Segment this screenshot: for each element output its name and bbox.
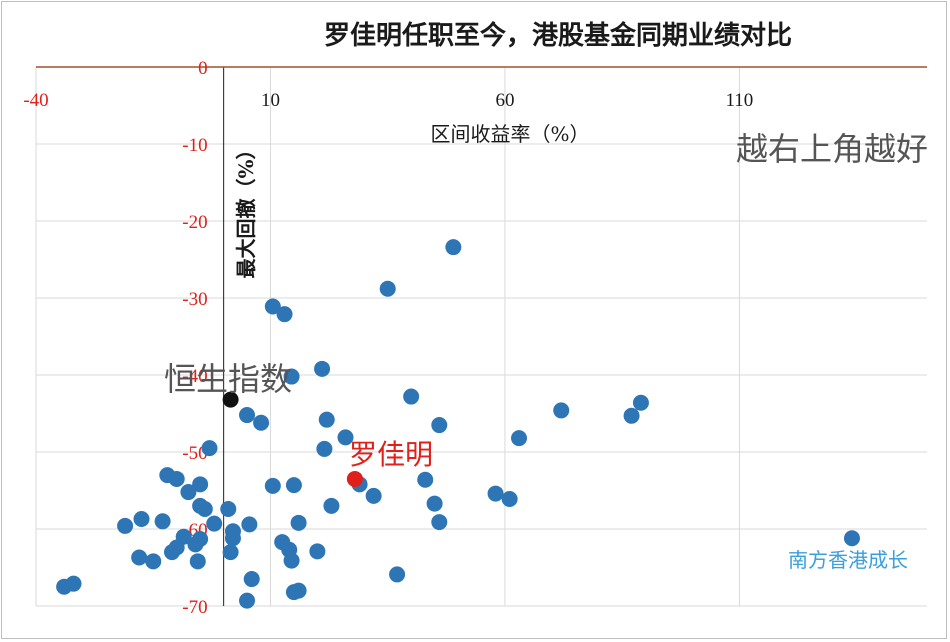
fund-point bbox=[264, 298, 281, 315]
fund-point bbox=[239, 592, 256, 609]
fund-point bbox=[314, 360, 331, 377]
chart-title: 罗佳明任职至今，港股基金同期业绩对比 bbox=[324, 20, 792, 51]
fund-point bbox=[379, 280, 396, 297]
fund-point bbox=[243, 571, 260, 588]
fund-point bbox=[323, 497, 340, 514]
data-points bbox=[56, 239, 860, 609]
y-tick-label: -70 bbox=[182, 597, 207, 618]
axes bbox=[36, 66, 927, 606]
fund-point bbox=[285, 477, 302, 494]
x-tick-label: 110 bbox=[726, 90, 754, 111]
fund-point bbox=[309, 543, 326, 560]
index-label: 恒生指数 bbox=[164, 360, 292, 398]
top-right-annotation: 越右上角越好 bbox=[736, 130, 928, 168]
y-tick-label: -30 bbox=[182, 289, 207, 310]
fund-point bbox=[632, 394, 649, 411]
fund-point bbox=[389, 566, 406, 583]
fund-point bbox=[501, 490, 518, 507]
fund-point bbox=[201, 440, 218, 457]
fund-point bbox=[253, 414, 270, 431]
fund-point bbox=[417, 471, 434, 488]
fund-point bbox=[187, 536, 204, 553]
fund-point bbox=[145, 553, 162, 570]
fund-point bbox=[239, 407, 256, 424]
fund-point bbox=[131, 549, 148, 566]
fund-point bbox=[487, 485, 504, 502]
fund-point bbox=[241, 516, 258, 533]
fund-point bbox=[553, 402, 570, 419]
fund-point bbox=[163, 544, 180, 561]
y-axis-label: 最大回撤（%） bbox=[234, 139, 258, 278]
x-tick-label: 10 bbox=[261, 90, 280, 111]
y-tick-label: -10 bbox=[182, 135, 207, 156]
fund-point bbox=[337, 429, 354, 446]
fund-point bbox=[192, 476, 209, 493]
manager-point bbox=[346, 470, 363, 487]
fund-point bbox=[316, 440, 333, 457]
fund-point bbox=[224, 530, 241, 547]
fund-point bbox=[283, 368, 300, 385]
fund-point bbox=[623, 407, 640, 424]
fund-point bbox=[426, 495, 443, 512]
outlier-point bbox=[843, 530, 860, 547]
y-tick-label: -50 bbox=[182, 443, 207, 464]
fund-point bbox=[290, 582, 307, 599]
fund-point bbox=[365, 487, 382, 504]
fund-point bbox=[117, 517, 134, 534]
fund-point bbox=[133, 510, 150, 527]
y-tick-label: -40 bbox=[182, 366, 207, 387]
fund-point bbox=[290, 514, 307, 531]
fund-point bbox=[65, 575, 82, 592]
fund-point bbox=[276, 306, 293, 323]
manager-label: 罗佳明 bbox=[349, 438, 433, 471]
fund-point bbox=[318, 411, 335, 428]
y-tick-label: -20 bbox=[182, 212, 207, 233]
x-tick-label: -40 bbox=[23, 90, 48, 111]
fund-point bbox=[220, 500, 237, 517]
fund-point bbox=[180, 484, 197, 501]
fund-point bbox=[445, 239, 462, 256]
fund-point bbox=[403, 388, 420, 405]
fund-point bbox=[196, 500, 213, 517]
outlier-label: 南方香港成长 bbox=[788, 548, 908, 572]
grid-lines bbox=[35, 67, 927, 607]
x-tick-label: 60 bbox=[495, 90, 514, 111]
fund-point bbox=[283, 552, 300, 569]
fund-point bbox=[222, 544, 239, 561]
fund-point bbox=[206, 515, 223, 532]
fund-point bbox=[189, 553, 206, 570]
fund-point bbox=[154, 513, 171, 530]
x-axis-label: 区间收益率（%） bbox=[430, 122, 589, 146]
fund-point bbox=[511, 430, 528, 447]
fund-point bbox=[168, 470, 185, 487]
y-tick-label: 0 bbox=[198, 58, 208, 79]
fund-point bbox=[264, 477, 281, 494]
fund-point bbox=[431, 514, 448, 531]
index-point bbox=[222, 391, 239, 408]
fund-point bbox=[431, 417, 448, 434]
